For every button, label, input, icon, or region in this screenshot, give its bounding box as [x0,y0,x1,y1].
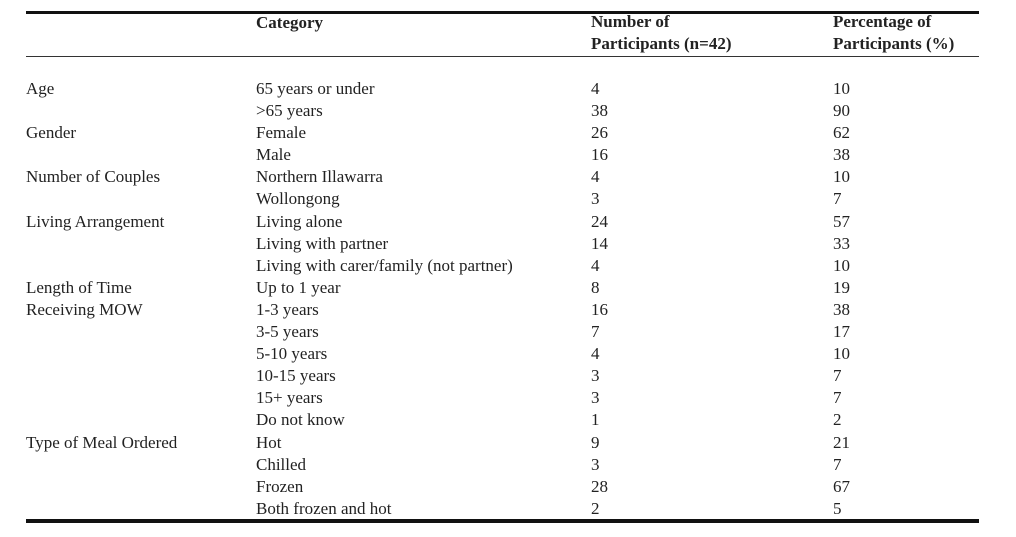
table-top-rule [26,11,979,14]
table-row: Living with partner 14 33 [0,233,1016,255]
row-percentage: 21 [833,432,850,452]
row-category: Chilled [256,454,307,474]
row-percentage: 57 [833,211,850,231]
row-category: 65 years or under [256,79,375,98]
row-percentage: 19 [833,277,850,297]
table-row: Number of Couples Northern Illawarra 4 10 [0,166,1016,188]
row-percentage: 5 [833,498,842,518]
header-category: Category [256,13,324,32]
row-number: 3 [591,366,600,386]
row-category: Frozen [256,476,304,496]
row-number: 26 [591,123,608,143]
table-header-rule [26,56,979,57]
row-category: >65 years [256,101,323,121]
table-row: Frozen 28 67 [0,476,1016,498]
table-row: Type of Meal Ordered Hot 9 21 [0,432,1016,454]
row-percentage: 7 [833,366,842,386]
row-percentage: 67 [833,476,850,496]
row-number: 3 [591,454,600,474]
row-percentage: 2 [833,410,842,430]
row-category: Living with partner [256,233,389,253]
row-number: 24 [591,211,608,231]
row-percentage: 33 [833,233,850,253]
row-number: 4 [591,79,600,98]
row-category: 5-10 years [256,344,328,364]
row-number: 14 [591,233,608,253]
table-row: Both frozen and hot 2 5 [0,498,1016,520]
row-percentage: 62 [833,123,850,143]
table-row: 15+ years 3 7 [0,387,1016,409]
row-group-label: Number of Couples [26,167,161,187]
row-number: 1 [591,410,600,430]
row-percentage: 10 [833,167,850,187]
row-group-label: Length of Time [26,277,132,297]
table-row: Wollongong 3 7 [0,188,1016,210]
row-number: 3 [591,388,600,408]
row-percentage: 7 [833,388,842,408]
row-number: 4 [591,255,600,275]
row-number: 3 [591,189,600,209]
table-row: Living Arrangement Living alone 24 57 [0,211,1016,233]
row-number: 8 [591,277,600,297]
row-number: 7 [591,322,600,342]
header-percentage-line2: Participants (%) [833,34,955,53]
row-percentage: 10 [833,255,850,275]
header-number-line1: Number of [591,12,670,31]
row-group-label: Type of Meal Ordered [26,432,178,452]
row-group-label: Living Arrangement [26,211,165,231]
table-row: 5-10 years 4 10 [0,343,1016,365]
table-body: Age 65 years or under 4 10 >65 years 38 90 Gend… [0,78,1016,520]
row-category: Male [256,145,291,165]
header-number-line2: Participants (n=42) [591,34,732,53]
row-category: Hot [256,432,282,452]
row-number: 2 [591,498,600,518]
table-row: Male 16 38 [0,144,1016,166]
row-group-label: Age [26,79,55,98]
row-number: 16 [591,145,608,165]
row-number: 38 [591,101,608,121]
header-percentage-line1: Percentage of [833,12,932,31]
row-percentage: 7 [833,189,842,209]
row-percentage: 90 [833,101,850,121]
table-row: >65 years 38 90 [0,100,1016,122]
row-percentage: 17 [833,322,850,342]
table-row: Length of Time Up to 1 year 8 19 [0,277,1016,299]
row-category: Wollongong [256,189,340,209]
row-percentage: 38 [833,145,850,165]
row-category: 10-15 years [256,366,336,386]
row-number: 4 [591,167,600,187]
table-row: Gender Female 26 62 [0,122,1016,144]
table-row: Living with carer/family (not partner) 4 1… [0,255,1016,277]
table-bottom-rule [26,519,979,523]
table-row: Chilled 3 7 [0,454,1016,476]
row-number: 28 [591,476,608,496]
row-category: 3-5 years [256,322,319,342]
row-percentage: 10 [833,79,850,98]
row-category: 1-3 years [256,299,319,319]
row-number: 4 [591,344,600,364]
header-number: Number of Participants (n=42) [591,11,731,55]
table-row: 3-5 years 7 17 [0,321,1016,343]
row-category: Female [256,123,307,143]
row-number: 9 [591,432,600,452]
row-percentage: 7 [833,454,842,474]
row-category: Up to 1 year [256,277,341,297]
row-group-label: Receiving MOW [26,299,143,319]
row-number: 16 [591,299,608,319]
table-row: Receiving MOW 1-3 years 16 38 [0,299,1016,321]
table-row: Age 65 years or under 4 10 [0,78,1016,100]
row-category: Both frozen and hot [256,498,392,518]
row-percentage: 10 [833,344,850,364]
row-category: Living alone [256,211,343,231]
row-category: Northern Illawarra [256,167,383,187]
row-group-label: Gender [26,123,77,143]
row-category: Living with carer/family (not partner) [256,255,513,275]
table-row: 10-15 years 3 7 [0,365,1016,387]
row-category: Do not know [256,410,345,430]
row-category: 15+ years [256,388,323,408]
table-row: Do not know 1 2 [0,409,1016,431]
row-percentage: 38 [833,299,850,319]
header-percentage: Percentage of Participants (%) [833,11,954,55]
